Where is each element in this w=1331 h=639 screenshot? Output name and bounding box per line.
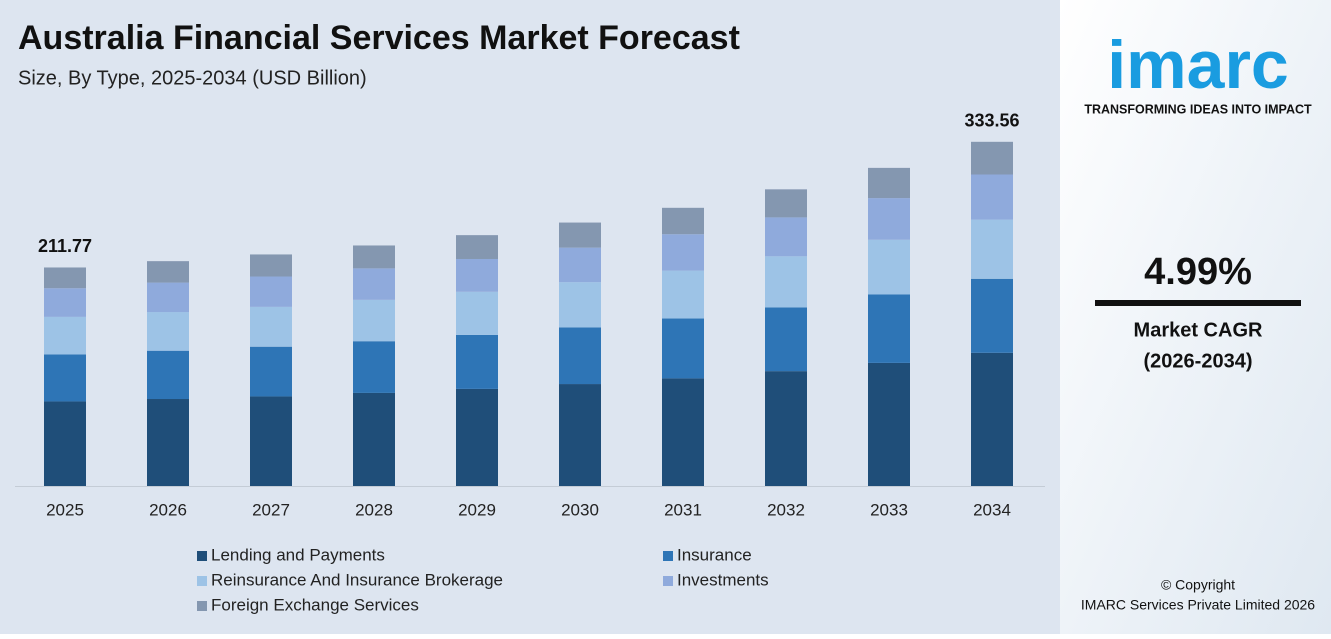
cagr-period: (2026-2034) [1144,350,1253,372]
bar-segment [868,239,910,295]
legend-swatch [663,551,673,561]
cagr-value: 4.99% [1144,251,1252,293]
legend-label: Lending and Payments [211,545,385,564]
bar-segment [662,378,704,486]
bar-segment [456,258,498,292]
legend-swatch [197,601,207,611]
bar-segment [559,327,601,385]
bar-segment [250,306,292,347]
bar-segment [44,316,86,355]
x-tick-label: 2029 [458,500,496,519]
bar-segment [250,276,292,307]
bar-segment [456,291,498,335]
bar-segment [868,362,910,486]
bar-segment [147,261,189,283]
x-tick-label: 2031 [664,500,702,519]
bar-segment [971,352,1013,486]
bar-segment [147,282,189,313]
chart-title: Australia Financial Services Market Fore… [18,19,740,57]
bar-segment [662,207,704,235]
bar-segment [765,307,807,372]
bar-segment [559,222,601,248]
bar-segment [353,268,395,300]
bar-segment [971,219,1013,279]
legend-swatch [197,551,207,561]
company: IMARC Services Private Limited 2026 [1081,597,1315,613]
copyright: © Copyright [1161,577,1235,593]
bar-segment [765,217,807,257]
bar-segment [147,312,189,351]
x-tick-label: 2033 [870,500,908,519]
sidebar-background [1060,0,1331,634]
bar-segment [765,189,807,218]
bar-segment [353,341,395,393]
cagr-label: Market CAGR [1134,319,1263,341]
total-label: 211.77 [38,236,92,256]
x-tick-label: 2028 [355,500,393,519]
bar-segment [662,318,704,379]
bar-segment [147,399,189,486]
bar-segment [456,334,498,389]
x-tick-label: 2026 [149,500,187,519]
bar-segment [971,141,1013,175]
legend-label: Investments [677,570,769,589]
bar-segment [971,174,1013,220]
bar-segment [44,354,86,402]
bar-segment [662,270,704,319]
total-label: 333.56 [964,111,1019,131]
bar-segment [559,247,601,283]
bar-segment [353,392,395,486]
bar-segment [250,346,292,397]
tagline: TRANSFORMING IDEAS INTO IMPACT [1084,102,1312,116]
bar-segment [868,167,910,199]
bar-segment [147,350,189,400]
legend-swatch [197,576,207,586]
bar-segment [765,256,807,308]
bar-segment [456,388,498,486]
logo: imarc [1107,27,1288,103]
x-tick-label: 2025 [46,500,84,519]
bar-segment [559,384,601,486]
bar-segment [353,245,395,269]
legend-label: Foreign Exchange Services [211,595,419,614]
bar-segment [868,294,910,363]
cagr-divider [1095,300,1301,306]
legend-label: Insurance [677,545,752,564]
legend-swatch [663,576,673,586]
bar-segment [44,267,86,289]
legend-label: Reinsurance And Insurance Brokerage [211,570,503,589]
bar-segment [662,234,704,271]
bar-segment [868,198,910,240]
bar-segment [250,254,292,277]
bar-segment [353,299,395,342]
bar-segment [559,282,601,328]
bar-segment [765,371,807,486]
chart-subtitle: Size, By Type, 2025-2034 (USD Billion) [18,67,367,89]
x-tick-label: 2034 [973,500,1011,519]
bar-segment [971,278,1013,353]
bar-segment [44,288,86,317]
bar-segment [44,401,86,486]
x-tick-label: 2030 [561,500,599,519]
bar-segment [250,396,292,486]
bar-segment [456,235,498,259]
x-tick-label: 2027 [252,500,290,519]
x-tick-label: 2032 [767,500,805,519]
